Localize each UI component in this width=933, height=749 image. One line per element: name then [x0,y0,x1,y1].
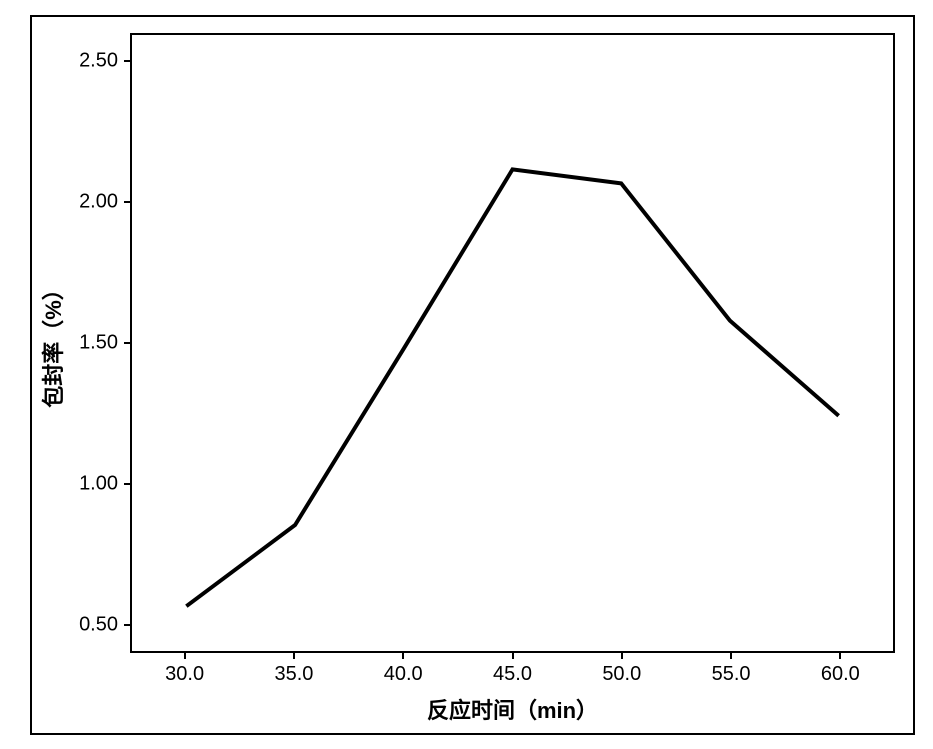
x-tick-label: 55.0 [712,663,751,686]
plot-area [130,33,895,653]
y-tick-label: 0.50 [79,613,118,636]
data-line [186,169,838,606]
y-tick-label: 1.00 [79,472,118,495]
x-tick-label: 60.0 [821,663,860,686]
x-tick-label: 35.0 [274,663,313,686]
y-tick [124,60,130,62]
x-tick-label: 50.0 [602,663,641,686]
chart-container: 30.0 35.0 40.0 45.0 50.0 55.0 60.0 0.50 1.00 1.50… [30,15,915,735]
x-tick [621,653,623,659]
y-axis-label: 包封率（%） [36,278,68,408]
y-tick-label: 2.50 [79,50,118,73]
y-tick [124,624,130,626]
y-tick [124,342,130,344]
x-axis-label: 反应时间（min） [427,693,598,725]
x-tick [512,653,514,659]
x-tick [184,653,186,659]
y-tick [124,483,130,485]
x-tick [293,653,295,659]
y-tick-label: 2.00 [79,191,118,214]
x-tick [839,653,841,659]
y-tick [124,201,130,203]
x-tick-label: 40.0 [384,663,423,686]
x-tick-label: 30.0 [165,663,204,686]
x-tick-label: 45.0 [493,663,532,686]
x-tick [730,653,732,659]
y-tick-label: 1.50 [79,332,118,355]
line-chart-svg [132,35,893,651]
x-tick [402,653,404,659]
